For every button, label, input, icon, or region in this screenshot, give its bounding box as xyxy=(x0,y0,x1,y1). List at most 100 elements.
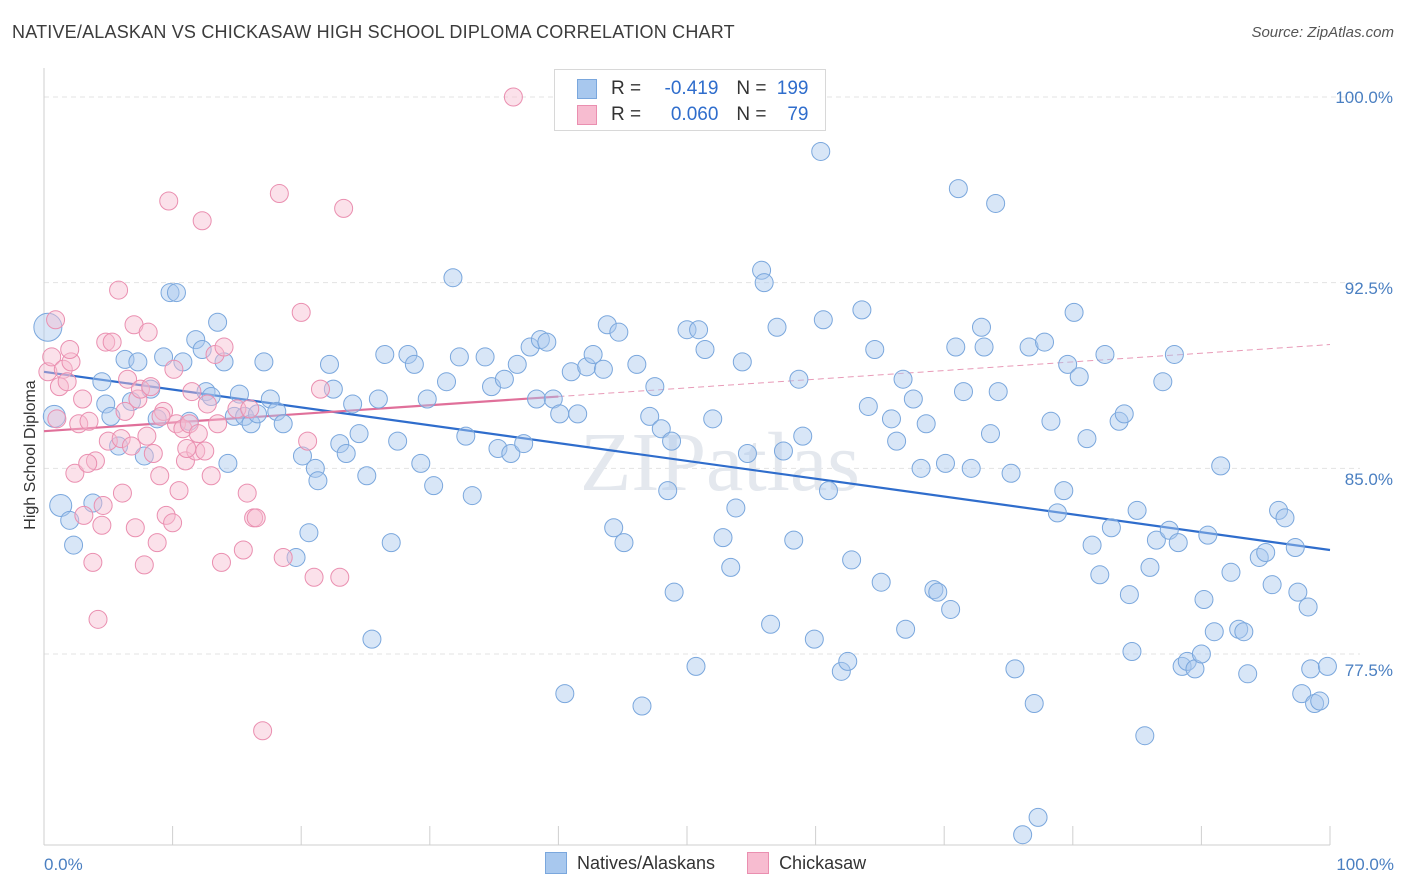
native-point xyxy=(443,268,463,288)
chickasaw-point xyxy=(38,362,58,382)
native-point xyxy=(501,443,521,463)
native-point xyxy=(368,389,388,409)
native-point xyxy=(273,414,293,434)
chickasaw-point xyxy=(164,359,184,379)
chickasaw-point xyxy=(137,426,157,446)
bottom-legend-swatch-chickasaw xyxy=(747,852,770,874)
native-point xyxy=(980,424,1000,444)
native-point xyxy=(577,357,597,377)
y-tick-850: 85.0% xyxy=(1345,470,1393,489)
native-point xyxy=(128,352,148,372)
native-point xyxy=(398,344,418,364)
native-point xyxy=(842,550,862,570)
native-point xyxy=(632,696,652,716)
chickasaw-point xyxy=(134,555,154,575)
chickasaw-point xyxy=(310,379,330,399)
native-point xyxy=(953,382,973,402)
native-point xyxy=(254,352,274,372)
chickasaw-point xyxy=(138,322,158,342)
native-point xyxy=(831,661,851,681)
native-point xyxy=(1019,337,1039,357)
native-point xyxy=(732,352,752,372)
chickasaw-point xyxy=(240,399,260,419)
native-point xyxy=(357,466,377,486)
native-point xyxy=(1101,518,1121,538)
chart-title: NATIVE/ALASKAN VS CHICKASAW HIGH SCHOOL … xyxy=(12,22,735,42)
native-point xyxy=(555,684,575,704)
native-point xyxy=(1140,557,1160,577)
native-point xyxy=(1146,530,1166,550)
native-point xyxy=(241,414,261,434)
chickasaw-point xyxy=(298,431,318,451)
chickasaw-trend-line xyxy=(43,395,559,433)
native-point xyxy=(941,599,961,619)
native-point xyxy=(1301,659,1321,679)
native-point xyxy=(218,453,238,473)
legend-n-value: 79 xyxy=(787,104,809,125)
native-point xyxy=(789,369,809,389)
native-point xyxy=(343,394,363,414)
native-point xyxy=(1310,691,1330,711)
chickasaw-point xyxy=(65,463,85,483)
native-point xyxy=(1114,404,1134,424)
legend-n-value: 199 xyxy=(776,78,809,99)
bottom-legend-label-chickasaw: Chickasaw xyxy=(779,852,867,873)
chickasaw-point xyxy=(291,302,311,322)
native-point xyxy=(1249,547,1269,567)
native-point xyxy=(550,404,570,424)
native-point xyxy=(871,572,891,592)
native-point xyxy=(881,409,901,429)
native-point xyxy=(773,441,793,461)
native-point xyxy=(1119,585,1139,605)
native-point xyxy=(154,347,174,367)
legend: R = -0.419 N = 199 R = 0.060 N = 79 xyxy=(554,69,826,131)
native-point xyxy=(1194,590,1214,610)
native-point xyxy=(793,426,813,446)
native-point xyxy=(1001,463,1021,483)
native-point xyxy=(686,656,706,676)
native-point xyxy=(986,193,1006,213)
native-point xyxy=(424,476,444,496)
chickasaw-point xyxy=(182,382,202,402)
native-point xyxy=(811,141,831,161)
native-point xyxy=(658,481,678,501)
bottom-legend-natives: Natives/Alaskans xyxy=(545,852,715,874)
native-point xyxy=(1211,456,1231,476)
bottom-legend-chickasaw: Chickasaw xyxy=(747,852,866,874)
native-point xyxy=(640,406,660,426)
chickasaw-point xyxy=(102,332,122,352)
native-point xyxy=(1013,825,1033,845)
chickasaw-point xyxy=(156,505,176,525)
native-point xyxy=(60,510,80,530)
native-point xyxy=(609,322,629,342)
legend-swatch-natives xyxy=(577,79,597,99)
native-point xyxy=(1069,367,1089,387)
native-point xyxy=(1064,302,1084,322)
native-point xyxy=(974,337,994,357)
chickasaw-point xyxy=(304,567,324,587)
native-point xyxy=(208,312,228,332)
chickasaw-point xyxy=(154,401,174,421)
native-point xyxy=(813,310,833,330)
native-point xyxy=(349,424,369,444)
native-point xyxy=(1127,500,1147,520)
chickasaw-point xyxy=(253,721,273,741)
native-point xyxy=(1168,533,1188,553)
native-point xyxy=(695,340,715,360)
native-point xyxy=(1256,543,1276,563)
chickasaw-point xyxy=(47,409,67,429)
y-axis-label: High School Diploma xyxy=(22,380,39,530)
chickasaw-point xyxy=(73,389,93,409)
legend-n-label: N = xyxy=(736,104,767,125)
bottom-legend-swatch-natives xyxy=(545,852,567,874)
native-point xyxy=(475,347,495,367)
native-point xyxy=(1204,622,1224,642)
native-point xyxy=(887,431,907,451)
native-point xyxy=(593,359,613,379)
chickasaw-point xyxy=(192,211,212,231)
chickasaw-point xyxy=(57,372,77,392)
native-point xyxy=(1221,562,1241,582)
native-point xyxy=(1090,565,1110,585)
chickasaw-point xyxy=(60,340,80,360)
chickasaw-point xyxy=(79,411,99,431)
